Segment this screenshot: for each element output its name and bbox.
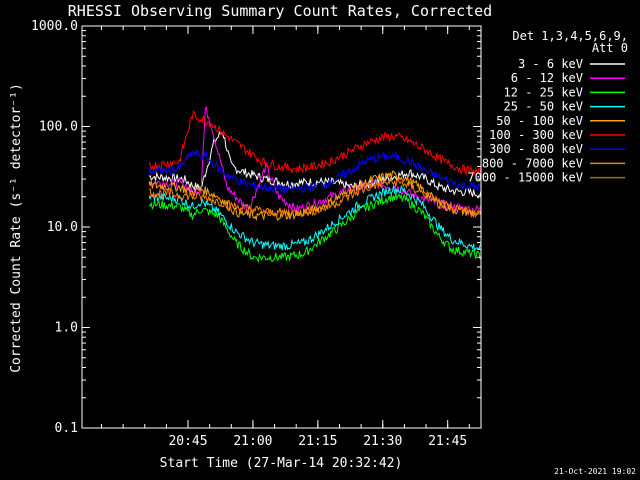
chart-title: RHESSI Observing Summary Count Rates, Co… (68, 2, 492, 20)
x-axis-label: Start Time (27-Mar-14 20:32:42) (160, 456, 403, 471)
legend-label-2: 12 - 25 keV (504, 85, 583, 99)
y-tick-label-1: 1.0 (55, 321, 78, 336)
x-tick-label-1: 21:00 (233, 434, 272, 449)
legend-label-3: 25 - 50 keV (504, 100, 583, 114)
legend-header-line-2: Att 0 (592, 41, 628, 55)
legend-label-8: 7000 - 15000 keV (467, 171, 583, 185)
y-tick-label-4: 1000.0 (31, 19, 78, 34)
plot-area: 0.1 1.0 10.0 100.0 1000.0 20:45 21:00 21:15 21:3… (31, 19, 482, 449)
legend-label-4: 50 - 100 keV (496, 114, 583, 128)
legend-label-6: 300 - 800 keV (489, 142, 583, 156)
x-tick-label-0: 20:45 (168, 434, 207, 449)
legend-label-0: 3 - 6 keV (518, 57, 583, 71)
x-tick-label-3: 21:30 (363, 434, 402, 449)
footer-date: 21-Oct-2021 19:02 (554, 467, 636, 476)
legend-label-7: 800 - 7000 keV (482, 156, 583, 170)
legend-label-5: 100 - 300 keV (489, 128, 583, 142)
x-tick-label-4: 21:45 (428, 434, 467, 449)
y-axis-label: Corrected Count Rate (s⁻¹ detector⁻¹) (9, 83, 24, 373)
legend-label-1: 6 - 12 keV (511, 71, 583, 85)
series-line-2 (148, 193, 481, 264)
series-line-1 (148, 105, 481, 216)
y-tick-label-2: 10.0 (47, 220, 78, 235)
y-tick-label-3: 100.0 (39, 120, 78, 135)
x-tick-label-2: 21:15 (298, 434, 337, 449)
series-line-0 (148, 130, 481, 199)
y-tick-label-0: 0.1 (55, 421, 78, 436)
legend-header-line-1: Det 1,3,4,5,6,9, (512, 29, 628, 43)
